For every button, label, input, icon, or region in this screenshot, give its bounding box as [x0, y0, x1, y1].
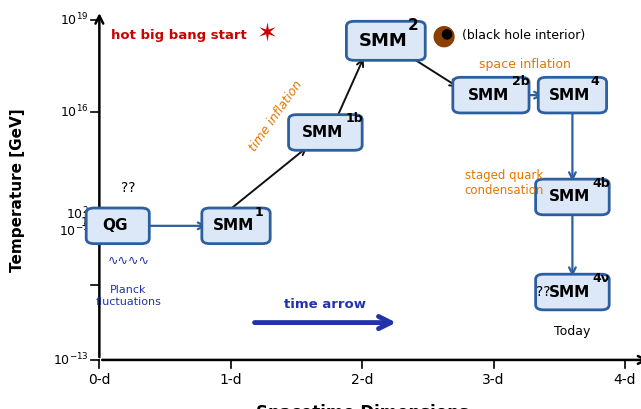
Text: SMM: SMM [359, 32, 408, 50]
Text: 4ν: 4ν [593, 272, 610, 285]
FancyBboxPatch shape [538, 77, 606, 113]
Text: $10^{-13}$: $10^{-13}$ [53, 352, 89, 368]
Text: (black hole interior): (black hole interior) [462, 29, 585, 42]
Text: 4: 4 [591, 75, 599, 88]
Text: 1b: 1b [345, 112, 363, 125]
Text: ●: ● [441, 26, 453, 40]
Text: SMM: SMM [468, 88, 509, 103]
Text: ??: ?? [537, 285, 551, 299]
FancyBboxPatch shape [346, 21, 425, 61]
Text: SMM: SMM [302, 125, 344, 140]
Text: 4b: 4b [593, 177, 610, 190]
Text: $10^{-1}$: $10^{-1}$ [59, 222, 89, 239]
Text: $10^{16}$: $10^{16}$ [60, 104, 89, 120]
Text: 2-d: 2-d [351, 373, 374, 387]
Text: SMM: SMM [549, 189, 590, 204]
Text: ??: ?? [121, 181, 135, 195]
FancyBboxPatch shape [86, 208, 149, 244]
Text: time arrow: time arrow [285, 298, 367, 311]
Text: SMM: SMM [213, 218, 254, 233]
Text: Today: Today [554, 325, 590, 338]
FancyBboxPatch shape [453, 77, 529, 113]
Text: 0-d: 0-d [88, 373, 111, 387]
FancyBboxPatch shape [536, 274, 609, 310]
Text: 2: 2 [408, 18, 419, 33]
Text: 4-d: 4-d [613, 373, 637, 387]
Text: Planck
fluctuations: Planck fluctuations [96, 285, 161, 307]
Text: $10^{2}$: $10^{2}$ [66, 206, 89, 222]
FancyBboxPatch shape [536, 179, 609, 215]
Text: ●: ● [431, 22, 456, 50]
Text: Spacetime Dimensions: Spacetime Dimensions [256, 404, 469, 409]
Text: $10^{19}$: $10^{19}$ [60, 12, 89, 29]
Text: ∿∿∿∿: ∿∿∿∿ [107, 255, 149, 268]
Text: space inflation: space inflation [479, 58, 571, 71]
Text: ✶: ✶ [257, 22, 278, 46]
Text: 2b: 2b [512, 75, 529, 88]
Text: SMM: SMM [549, 88, 590, 103]
Text: staged quark
condensation: staged quark condensation [464, 169, 544, 198]
FancyBboxPatch shape [202, 208, 271, 244]
Text: 1: 1 [254, 206, 263, 219]
Text: $1$: $1$ [80, 216, 89, 229]
Text: 1-d: 1-d [219, 373, 242, 387]
Text: Temperature [GeV]: Temperature [GeV] [10, 108, 26, 272]
FancyBboxPatch shape [288, 115, 362, 150]
Text: SMM: SMM [549, 285, 590, 299]
Text: QG: QG [103, 218, 128, 233]
Text: time inflation: time inflation [246, 78, 304, 153]
Text: hot big bang start: hot big bang start [111, 29, 247, 42]
Text: 3-d: 3-d [482, 373, 505, 387]
